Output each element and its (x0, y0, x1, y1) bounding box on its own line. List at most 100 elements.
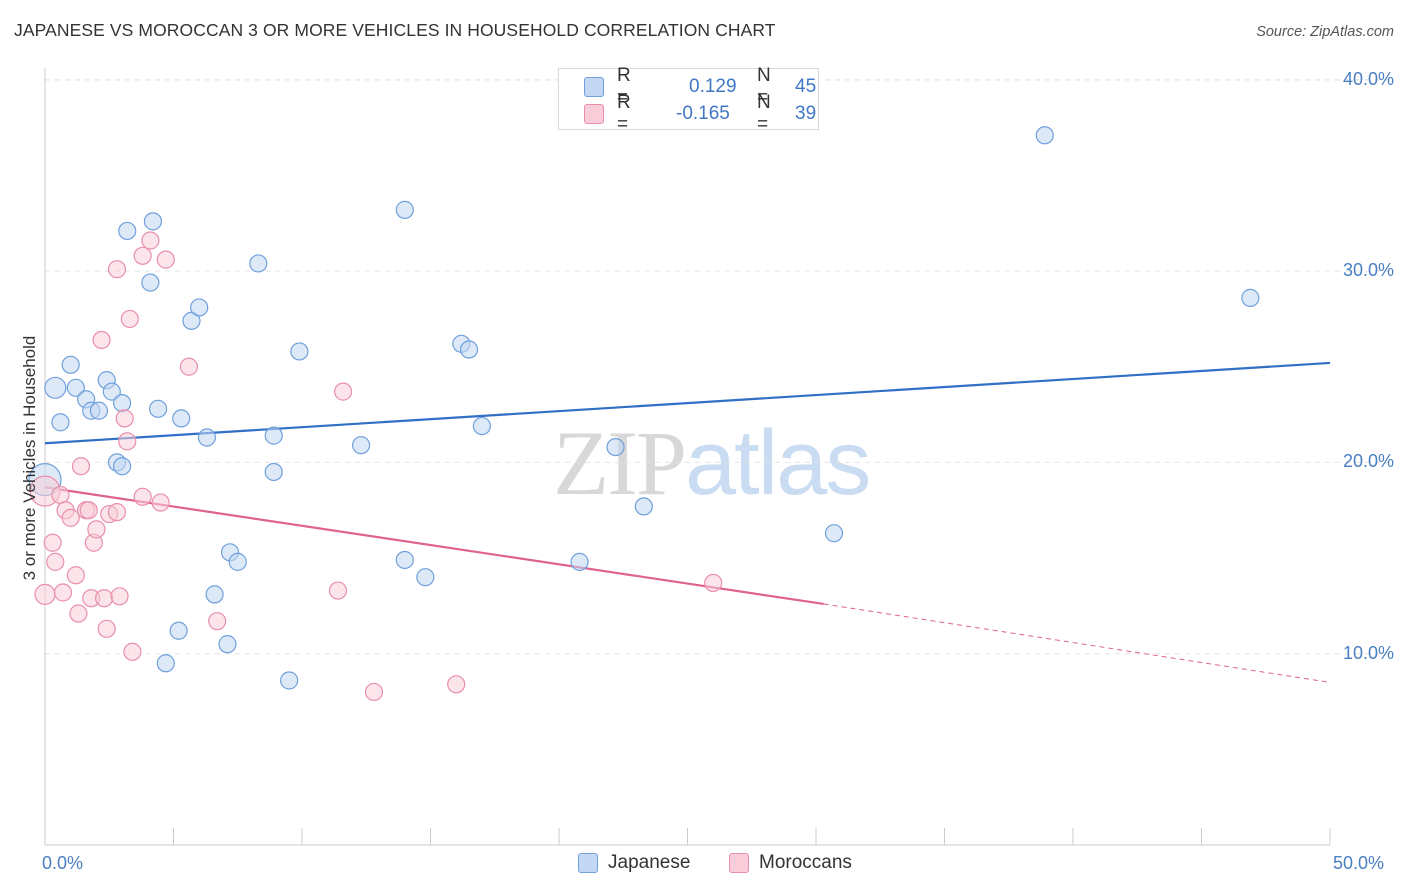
point-japanese (218, 635, 237, 654)
point-japanese (264, 426, 283, 445)
chart-title: JAPANESE VS MOROCCAN 3 OR MORE VEHICLES … (14, 20, 776, 40)
bottom-legend-label-moroccans: Moroccans (759, 852, 852, 873)
legend-swatch-moroccans (584, 104, 604, 124)
point-moroccans (66, 566, 85, 585)
legend-r-value: 0.129 (689, 76, 737, 97)
point-moroccans (141, 231, 160, 250)
point-moroccans (156, 250, 175, 269)
point-japanese (112, 457, 132, 476)
point-japanese (141, 273, 160, 292)
point-japanese (352, 436, 371, 455)
point-moroccans (328, 581, 348, 600)
bottom-legend-label-japanese: Japanese (608, 852, 691, 873)
point-moroccans (118, 432, 137, 451)
axes (44, 68, 1331, 846)
source-label[interactable]: Source: ZipAtlas.com (1256, 24, 1394, 40)
legend-r-label: R = (617, 65, 631, 108)
point-moroccans (179, 357, 199, 376)
point-moroccans (46, 552, 65, 571)
x-tick-label-max: 50.0% (1333, 853, 1385, 873)
point-japanese (172, 409, 191, 428)
y-tick-label-10: 10.0% (1342, 642, 1394, 663)
point-japanese (190, 298, 209, 317)
point-moroccans (71, 457, 91, 476)
point-japanese (112, 393, 132, 413)
point-japanese (634, 497, 653, 516)
grid-lines (45, 79, 1392, 655)
legend-n-label: N = (757, 92, 771, 135)
point-japanese (290, 342, 309, 361)
point-moroccans (107, 260, 127, 279)
point-moroccans (123, 642, 142, 661)
point-japanese (416, 568, 435, 587)
trend-lines (44, 361, 1331, 683)
point-japanese (205, 585, 224, 604)
point-japanese (395, 200, 414, 219)
point-moroccans (364, 682, 384, 702)
point-moroccans (447, 675, 466, 694)
point-japanese (280, 671, 299, 690)
point-moroccans (92, 330, 111, 350)
point-moroccans (61, 508, 80, 527)
point-moroccans (34, 583, 56, 605)
legend-n-value: 39 (795, 103, 817, 124)
point-moroccans (115, 409, 134, 428)
y-tick-label-30: 30.0% (1342, 260, 1394, 281)
legend-r-value: -0.165 (676, 103, 730, 124)
y-tick-label-40: 40.0% (1342, 68, 1394, 89)
legend-r-label: R = (617, 92, 631, 135)
point-moroccans (95, 589, 114, 608)
point-moroccans (120, 309, 139, 329)
point-moroccans (133, 246, 152, 265)
point-moroccans (53, 583, 73, 602)
point-japanese (89, 401, 109, 420)
point-moroccans (334, 382, 353, 401)
point-japanese (824, 524, 844, 543)
point-japanese (606, 437, 625, 457)
point-japanese (459, 340, 479, 359)
point-japanese (182, 311, 201, 330)
point-japanese (61, 355, 80, 374)
bottom-legend-swatch-moroccans (729, 853, 749, 873)
point-japanese (472, 416, 491, 436)
point-japanese (264, 462, 283, 482)
trend-line-japanese (44, 361, 1331, 445)
point-moroccans (79, 501, 98, 520)
point-japanese (51, 413, 70, 432)
legend-n-value: 45 (795, 76, 817, 97)
stats-legend: R = 0.129 N = 45 R = -0.165 N = 39 (558, 65, 819, 135)
trend-line-extension-moroccans (823, 603, 1331, 683)
point-japanese (228, 552, 247, 571)
point-moroccans (43, 533, 62, 552)
y-axis-title: 3 or more Vehicles in Household (20, 335, 39, 581)
point-japanese (169, 621, 188, 640)
point-japanese (102, 382, 121, 401)
point-japanese (156, 654, 175, 673)
bottom-legend-swatch-japanese (578, 853, 598, 873)
point-japanese (66, 378, 85, 397)
trend-line-moroccans (44, 486, 824, 606)
legend-swatch-japanese (584, 77, 604, 97)
bottom-legend-japanese[interactable]: Japanese (578, 852, 690, 874)
x-tick-label-min: 0.0% (42, 853, 84, 873)
point-moroccans (51, 485, 70, 505)
point-japanese (197, 428, 217, 447)
legend-n-label: N = (757, 65, 771, 108)
point-japanese (118, 221, 137, 241)
point-japanese (143, 212, 163, 231)
point-moroccans (107, 503, 127, 522)
point-moroccans (208, 612, 227, 631)
point-japanese (1241, 288, 1260, 307)
point-japanese (249, 254, 268, 273)
point-japanese (44, 376, 67, 399)
point-moroccans (151, 493, 170, 512)
point-moroccans (97, 619, 116, 638)
point-japanese (570, 552, 589, 571)
point-japanese (1035, 126, 1054, 145)
point-japanese (395, 550, 414, 570)
bottom-legend-moroccans[interactable]: Moroccans (729, 852, 852, 874)
point-moroccans (69, 604, 88, 623)
point-moroccans (110, 587, 129, 606)
data-points (28, 126, 1260, 702)
